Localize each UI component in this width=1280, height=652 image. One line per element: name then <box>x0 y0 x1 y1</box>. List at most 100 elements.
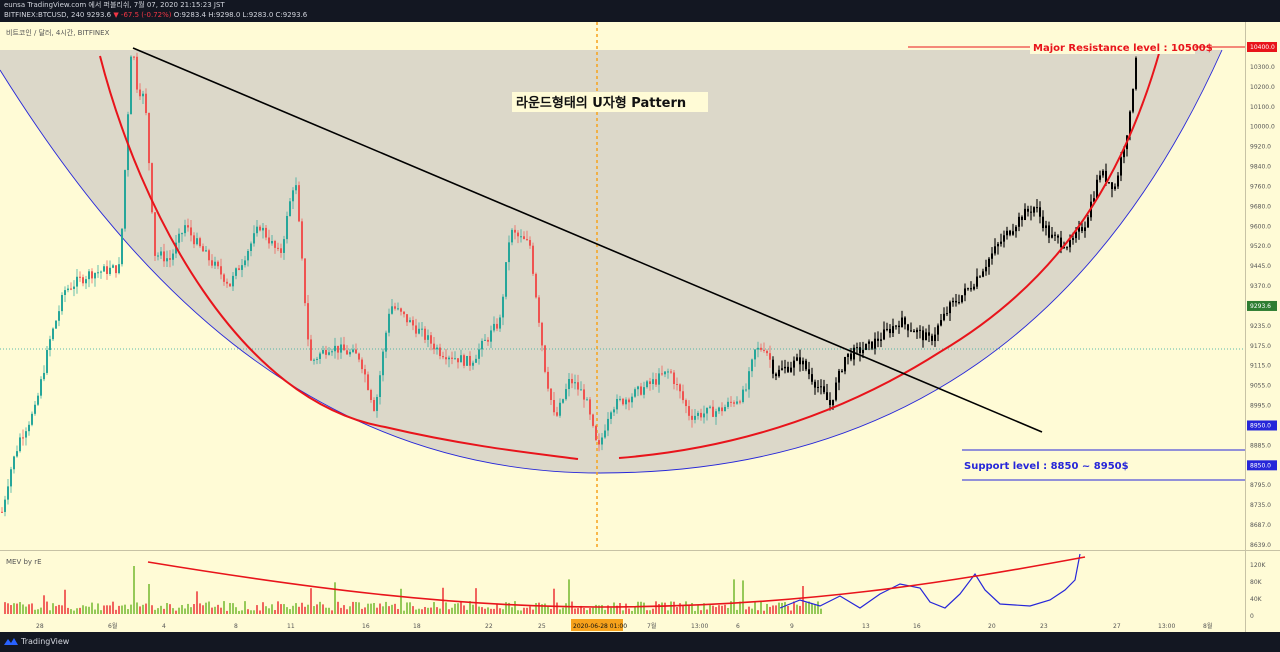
candle-body <box>649 381 651 384</box>
candle-body <box>514 229 516 233</box>
indicator-bar <box>748 606 750 614</box>
tradingview-logo[interactable]: TradingView <box>4 637 69 646</box>
candle-body <box>475 358 477 363</box>
indicator-bar <box>181 605 183 614</box>
candle-body <box>538 297 540 323</box>
tradingview-logo-icon <box>4 638 18 645</box>
candle-body <box>658 373 660 385</box>
indicator-bar <box>478 606 480 614</box>
indicator-bar <box>721 605 723 614</box>
candle-body <box>553 399 555 413</box>
candle-body <box>295 185 297 191</box>
candle-body <box>862 349 864 354</box>
price-axis-label: 9760.0 <box>1250 183 1271 190</box>
candle-body <box>799 357 801 365</box>
candle-body <box>925 332 927 341</box>
candle-body <box>952 300 954 303</box>
candle-body <box>457 358 459 363</box>
candle-body <box>769 353 771 360</box>
indicator-bar <box>697 604 699 614</box>
indicator-bar <box>19 602 21 614</box>
indicator-bar <box>64 589 66 614</box>
indicator-bar <box>763 610 765 614</box>
candle-body <box>670 371 672 373</box>
indicator-bar <box>529 606 531 614</box>
indicator-title: MEV by rE <box>6 558 42 566</box>
candle-body <box>700 412 702 418</box>
indicator-bar <box>322 604 324 614</box>
candle-body <box>58 311 60 321</box>
candle-body <box>766 350 768 354</box>
indicator-bar <box>244 601 246 614</box>
candle-body <box>619 398 621 400</box>
candle-body <box>823 386 825 393</box>
candle-body <box>343 344 345 351</box>
candle-body <box>598 440 600 445</box>
candle-body <box>1135 57 1137 89</box>
indicator-bar <box>820 608 822 614</box>
chart-area[interactable]: Major Resistance level : 10500$ Support … <box>0 22 1280 632</box>
candle-body <box>529 240 531 246</box>
indicator-bar <box>172 608 174 614</box>
indicator-bar <box>505 602 507 614</box>
candle-body <box>217 261 219 267</box>
indicator-bar <box>370 603 372 614</box>
indicator-bar <box>640 601 642 614</box>
price-axis-label: 8639.0 <box>1250 542 1271 549</box>
candle-body <box>616 398 618 410</box>
indicator-bar <box>325 607 327 614</box>
candle-body <box>100 271 102 273</box>
indicator-bar <box>379 603 381 614</box>
indicator-bar <box>121 605 123 614</box>
indicator-bar <box>394 603 396 614</box>
indicator-bar <box>685 601 687 614</box>
indicator-bar <box>250 610 252 614</box>
candle-body <box>451 357 453 359</box>
indicator-bar <box>712 605 714 614</box>
indicator-bar <box>592 607 594 614</box>
candle-body <box>781 368 783 370</box>
indicator-bar <box>328 607 330 614</box>
candle-body <box>433 343 435 350</box>
candle-body <box>328 352 330 355</box>
candle-body <box>1069 239 1071 248</box>
candle-body <box>388 313 390 333</box>
candle-body <box>136 56 138 90</box>
indicator-bar <box>730 601 732 614</box>
price-axis-badge <box>1247 460 1277 471</box>
price-axis-badge-label: 10400.0 <box>1250 44 1275 51</box>
candle-body <box>472 362 474 366</box>
indicator-bar <box>703 603 705 614</box>
indicator-bar <box>475 588 477 614</box>
price-axis-label: 9680.0 <box>1250 203 1271 210</box>
candle-body <box>640 386 642 395</box>
indicator-bar <box>61 605 63 614</box>
candle-body <box>829 399 831 406</box>
time-axis-label: 4 <box>162 623 166 630</box>
indicator-bar <box>595 604 597 614</box>
indicator-bar <box>109 605 111 614</box>
candle-body <box>181 233 183 235</box>
candle-body <box>508 242 510 263</box>
candle-body <box>1057 235 1059 238</box>
candle-body <box>802 360 804 365</box>
price-chart-svg[interactable]: Major Resistance level : 10500$ Support … <box>0 22 1280 632</box>
candle-body <box>49 339 51 350</box>
indicator-bar <box>310 588 312 614</box>
candle-body <box>319 353 321 359</box>
price-axis-label: 9370.0 <box>1250 283 1271 290</box>
candle-body <box>1015 226 1017 232</box>
candle-body <box>235 268 237 276</box>
candle-body <box>205 250 207 252</box>
candle-body <box>577 382 579 390</box>
candle-body <box>349 351 351 355</box>
candle-body <box>145 93 147 114</box>
candle-body <box>88 271 90 280</box>
indicator-bar <box>52 603 54 614</box>
candle-body <box>808 369 810 375</box>
candle-body <box>787 366 789 372</box>
candle-body <box>991 253 993 259</box>
candle-body <box>22 437 24 439</box>
chart-title: 비트코인 / 달러, 4시간, BITFINEX <box>6 28 110 37</box>
symbol-quote-line: BITFINEX:BTCUSD, 240 9293.6 ▼ -67.5 (-0.… <box>0 10 1280 20</box>
